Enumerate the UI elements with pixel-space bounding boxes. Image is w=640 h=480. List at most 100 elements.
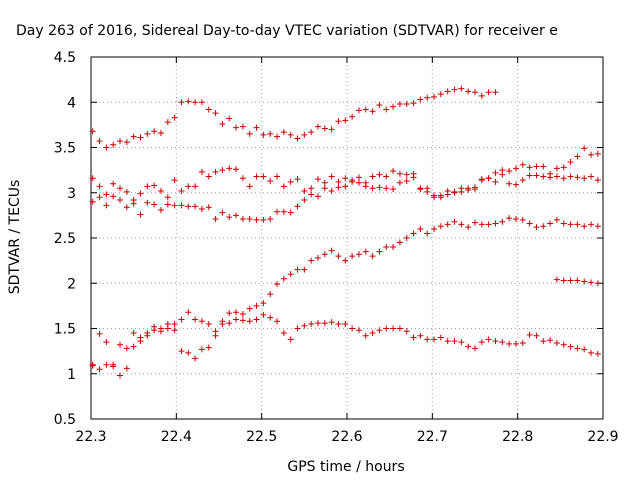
data-point [458, 188, 465, 195]
data-point [280, 183, 287, 190]
data-point [581, 223, 588, 230]
data-point [294, 266, 301, 273]
data-point [219, 167, 226, 174]
y-tick-labels: 0.5 1 1.5 2 2.5 3 3.5 4 4.5 [54, 50, 76, 428]
data-point [403, 101, 410, 108]
data-point [294, 203, 301, 210]
data-point [198, 206, 205, 213]
data-point [396, 179, 403, 186]
data-point [540, 173, 547, 180]
data-point [362, 183, 369, 190]
data-point [437, 194, 444, 201]
data-point [198, 168, 205, 175]
data-point [233, 316, 240, 323]
y-axis-label: SDTVAR / TECUs [7, 180, 23, 295]
data-point [287, 336, 294, 343]
data-point [274, 173, 281, 180]
data-point [123, 204, 130, 211]
data-point [349, 325, 356, 332]
data-point [239, 175, 246, 182]
data-point [506, 168, 513, 175]
data-point [123, 365, 130, 372]
data-point [519, 216, 526, 223]
data-point [103, 144, 110, 151]
data-point [301, 131, 308, 138]
data-point [239, 215, 246, 222]
data-point [424, 188, 431, 195]
x-tick-label: 22.4 [161, 429, 192, 445]
data-point [267, 177, 274, 184]
data-point [226, 320, 233, 327]
data-point [335, 184, 342, 191]
data-point [171, 177, 178, 184]
data-point [301, 322, 308, 329]
data-point [205, 344, 212, 351]
data-point [492, 220, 499, 227]
data-point [512, 340, 519, 347]
data-point [308, 257, 315, 264]
data-point [437, 334, 444, 341]
data-point [369, 108, 376, 115]
data-point [472, 345, 478, 352]
data-point [280, 330, 287, 337]
data-point [110, 180, 117, 187]
data-point [383, 106, 390, 113]
data-point [328, 247, 335, 254]
data-point [506, 180, 513, 187]
data-point [553, 339, 560, 346]
data-point [451, 189, 458, 196]
data-point [492, 169, 499, 176]
data-point [574, 153, 581, 160]
data-point [171, 202, 178, 209]
data-point [151, 201, 158, 208]
data-point [96, 138, 103, 145]
data-point [96, 183, 103, 190]
data-point [157, 187, 164, 194]
data-point [287, 271, 294, 278]
data-point [485, 175, 492, 182]
data-point [321, 251, 328, 258]
data-point [308, 129, 315, 136]
data-point [465, 224, 472, 231]
data-point [560, 341, 567, 348]
data-point [553, 216, 560, 223]
data-point [151, 128, 158, 135]
data-point [390, 186, 397, 193]
data-point [547, 170, 554, 177]
x-axis-label: GPS time / hours [287, 459, 404, 475]
data-point [294, 135, 301, 142]
data-point [294, 176, 301, 183]
data-point [403, 171, 410, 178]
data-point [321, 320, 328, 327]
data-point [478, 177, 485, 184]
data-point [226, 214, 233, 221]
data-point [540, 163, 547, 170]
x-tick-label: 22.6 [331, 429, 362, 445]
data-point [458, 339, 465, 346]
data-point [396, 239, 403, 246]
data-point [260, 131, 267, 138]
data-point [492, 89, 499, 96]
data-point [383, 325, 390, 332]
data-point [512, 181, 519, 188]
data-point [581, 175, 588, 182]
data-point [431, 194, 438, 201]
data-point [342, 117, 349, 124]
data-point [588, 173, 595, 180]
x-tick-label: 22.9 [587, 429, 618, 445]
data-point [233, 166, 240, 173]
data-point [342, 175, 349, 182]
data-point [355, 174, 362, 181]
data-point [274, 318, 281, 325]
data-point [526, 164, 533, 171]
data-point [198, 318, 205, 325]
data-point [246, 130, 253, 137]
data-point [581, 278, 588, 285]
data-point [308, 320, 315, 327]
data-point [185, 98, 192, 105]
data-point [362, 248, 369, 255]
data-point [594, 177, 601, 184]
data-point [417, 332, 424, 339]
data-point [444, 191, 451, 198]
y-tick-label: 3.5 [54, 141, 76, 157]
